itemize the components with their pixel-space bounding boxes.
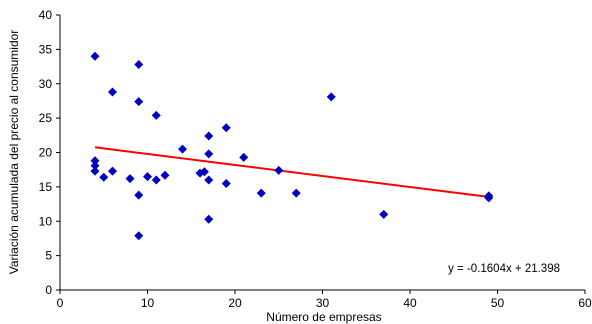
data-point [204, 175, 214, 185]
data-point [90, 161, 100, 171]
data-point [108, 87, 117, 97]
y-tick-label: 15 [39, 180, 53, 194]
data-point [256, 188, 266, 198]
x-axis-label: Número de empresas [266, 310, 381, 324]
x-tick-label: 30 [316, 296, 330, 310]
data-point [291, 188, 301, 198]
data-point [90, 166, 100, 176]
data-point [90, 156, 100, 166]
y-axis-label: Variación acumulada del precio al consum… [7, 30, 21, 275]
y-tick-label: 20 [39, 146, 53, 160]
data-point [178, 144, 187, 154]
data-point [326, 92, 336, 102]
data-point [125, 174, 135, 184]
x-tick-label: 50 [491, 296, 505, 310]
y-tick-label: 0 [45, 283, 52, 297]
data-point [379, 209, 389, 219]
data-point [204, 149, 214, 159]
data-point [160, 170, 170, 180]
data-point [221, 178, 231, 188]
y-tick-label: 25 [39, 111, 53, 125]
data-point [99, 172, 109, 182]
data-point [134, 97, 144, 107]
y-tick-label: 10 [39, 214, 53, 228]
data-point [199, 167, 209, 177]
data-point [221, 123, 231, 133]
y-tick-label: 30 [39, 77, 53, 91]
data-point [151, 175, 161, 185]
data-point [90, 51, 100, 61]
data-point [151, 110, 161, 120]
plot-area: 0 5 10 15 20 25 30 35 40 0 10 20 30 40 50 60 [39, 8, 592, 310]
data-point [204, 131, 214, 141]
x-tick-label: 10 [141, 296, 155, 310]
x-tick-label: 20 [228, 296, 242, 310]
x-tick-label: 40 [403, 296, 417, 310]
x-tick-label: 60 [578, 296, 592, 310]
y-tick-label: 35 [39, 42, 53, 56]
data-point [204, 214, 214, 224]
data-point [484, 193, 494, 203]
data-point [274, 165, 284, 175]
y-tick-label: 5 [45, 249, 52, 263]
data-point [108, 166, 117, 176]
trendline [94, 146, 489, 198]
data-point [134, 190, 144, 200]
data-point [143, 172, 152, 182]
data-point [134, 60, 144, 69]
x-tick-label: 0 [57, 296, 64, 310]
data-point [239, 152, 249, 162]
y-tick-label: 40 [39, 8, 53, 22]
trendline-equation: y = -0.1604x + 21.398 [448, 263, 560, 275]
data-point [134, 231, 144, 241]
